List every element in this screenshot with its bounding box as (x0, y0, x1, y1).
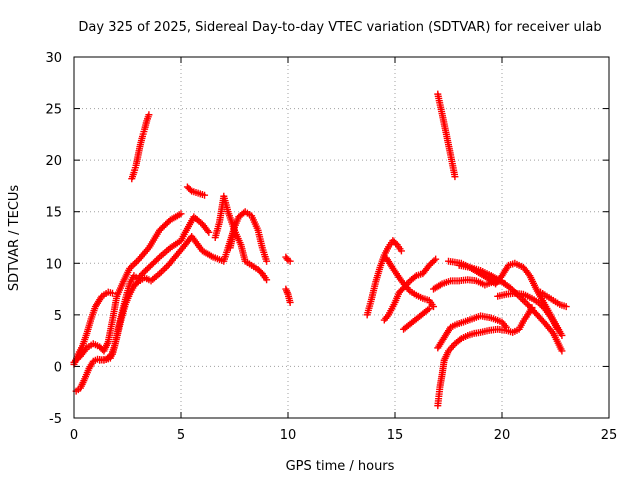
data-point-marker (286, 257, 294, 265)
series-t9 (282, 253, 294, 265)
data-point-marker (432, 255, 440, 263)
y-tick-label: 30 (45, 51, 62, 66)
x-tick-label: 25 (601, 428, 618, 443)
data-point-marker (534, 298, 542, 306)
data-point-marker (430, 257, 438, 265)
data-point-marker (425, 261, 433, 269)
data-point-marker (502, 323, 510, 331)
x-tick-labels: 0 5 10 15 20 25 (70, 428, 617, 443)
series-t20 (455, 261, 566, 355)
data-point-marker (397, 247, 405, 255)
series-t15 (434, 90, 459, 181)
data-point-marker (263, 276, 271, 284)
y-tick-label: 5 (54, 309, 62, 324)
data-point-marker (133, 279, 141, 287)
data-point-marker (424, 306, 432, 314)
data-point-marker (177, 210, 185, 218)
data-point-marker (425, 305, 433, 313)
data-point-marker (411, 273, 419, 281)
data-point-marker (427, 260, 435, 268)
x-tick-label: 5 (177, 428, 185, 443)
data-point-marker (263, 257, 271, 265)
data-point-marker (536, 300, 544, 308)
data-point-marker (142, 267, 150, 275)
series-t10 (282, 285, 294, 306)
series-t5 (128, 111, 153, 183)
data-point-marker (109, 289, 117, 297)
series-t11 (363, 237, 405, 319)
series-t22 (537, 288, 570, 311)
series-t14 (400, 305, 433, 333)
data-point-marker (451, 173, 459, 181)
series-t7 (211, 192, 271, 284)
series-t6 (183, 183, 209, 199)
data-point-marker (562, 303, 570, 311)
y-tick-label: 20 (45, 154, 62, 169)
data-point-marker (558, 347, 566, 355)
x-tick-label: 0 (70, 428, 78, 443)
chart-title: Day 325 of 2025, Sidereal Day-to-day VTE… (78, 20, 601, 35)
data-point-marker (430, 303, 438, 311)
y-tick-label: 10 (45, 257, 62, 272)
data-point-marker (286, 298, 294, 306)
y-tick-labels: -5 0 5 10 15 20 25 30 (45, 51, 62, 427)
y-tick-label: -5 (49, 412, 62, 427)
x-tick-label: 10 (280, 428, 297, 443)
data-point-marker (520, 297, 528, 305)
x-tick-label: 15 (387, 428, 404, 443)
data-point-marker (428, 258, 436, 266)
data-point-marker (161, 265, 169, 273)
data-point-marker (159, 266, 167, 274)
series-t21 (494, 289, 562, 333)
series-t13 (382, 254, 438, 311)
data-point-marker (131, 259, 139, 267)
plot-frame (73, 56, 610, 419)
y-tick-label: 15 (45, 206, 62, 221)
x-axis-label: GPS time / hours (286, 459, 395, 474)
y-tick-label: 25 (45, 103, 62, 118)
series-t2 (70, 288, 117, 368)
data-point-marker (558, 331, 566, 339)
data-point-marker (145, 111, 153, 119)
series-t8 (226, 208, 271, 265)
y-axis-label: SDTVAR / TECUs (7, 185, 22, 292)
data-point-marker (132, 258, 140, 266)
data-point-marker (201, 191, 209, 199)
data-point-marker (538, 302, 546, 310)
data-point-marker (205, 228, 213, 236)
x-tick-label: 20 (494, 428, 511, 443)
data-point-marker (129, 261, 137, 269)
y-tick-label: 0 (54, 360, 62, 375)
series-t17 (434, 312, 510, 352)
series-t1 (70, 210, 185, 366)
data-point-marker (554, 325, 562, 333)
data-points (70, 90, 570, 410)
data-point-marker (186, 186, 194, 194)
data-point-marker (456, 336, 464, 344)
